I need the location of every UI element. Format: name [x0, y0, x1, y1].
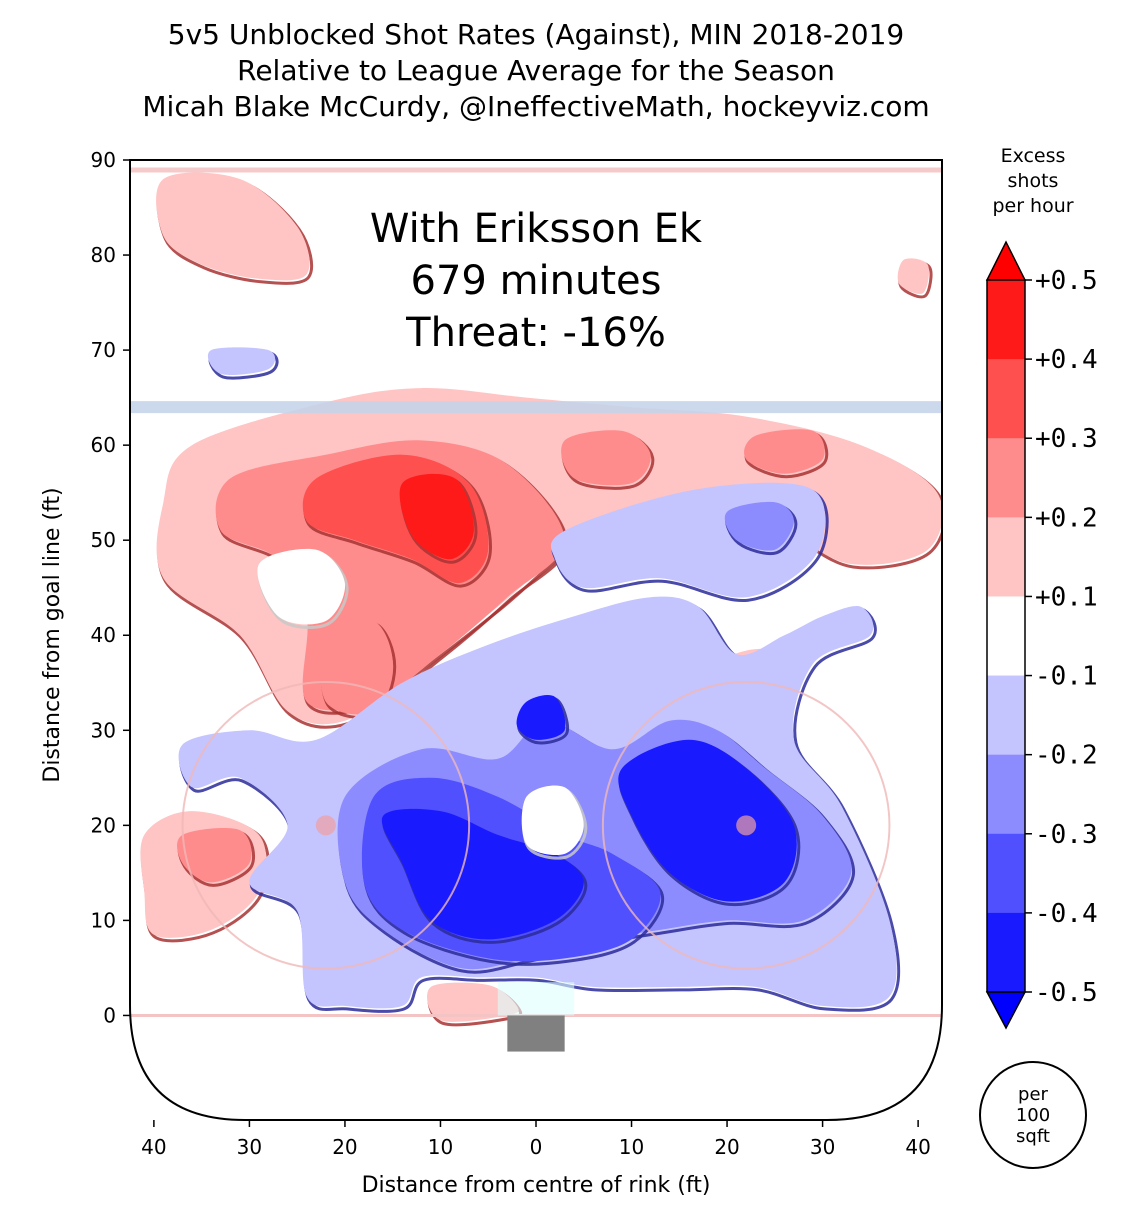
x-tick-label: 20 [332, 1135, 357, 1159]
x-axis-ticks: 40 30 20 10 0 10 20 30 40 [141, 1120, 931, 1159]
colorbar-title-line-2: shots [1008, 170, 1059, 192]
rink-lines [130, 167, 942, 1017]
rink-area [130, 160, 942, 1120]
goal-net [507, 1015, 565, 1052]
colorbar-band [987, 675, 1025, 756]
x-tick-label: 30 [237, 1135, 262, 1159]
annotation-minutes: 679 minutes [411, 258, 662, 304]
colorbar-tick-label: +0.3 [1035, 424, 1098, 454]
colorbar-tick-label: +0.5 [1035, 266, 1098, 296]
unit-label-100: 100 [1016, 1105, 1050, 1126]
x-tick-label: 20 [714, 1135, 739, 1159]
x-tick-label: 40 [905, 1135, 930, 1159]
heatmap-region [744, 429, 825, 474]
x-tick-label: 30 [810, 1135, 835, 1159]
y-tick-label: 70 [91, 338, 116, 362]
heatmap-region [381, 808, 584, 940]
blue-line [130, 401, 942, 414]
heatmap-region [156, 172, 310, 281]
colorbar-extend-top [985, 240, 1027, 281]
colorbar-tick-label: +0.1 [1035, 582, 1098, 612]
goal-crease [497, 982, 575, 1016]
y-tick-label: 80 [91, 243, 116, 267]
colorbar: +0.5 +0.4 +0.3 +0.2 +0.1 -0.1 -0.2 -0.3 -0.4 -0.5 [985, 240, 1098, 1030]
colorbar-tick-label: +0.4 [1035, 345, 1098, 375]
annotation-threat: Threat: -16% [405, 310, 666, 356]
heatmap-region [724, 501, 794, 551]
colorbar-band [987, 754, 1025, 835]
heatmap-region [897, 258, 929, 294]
rink-boards [129, 159, 943, 1121]
heatmap-region [207, 347, 276, 376]
chart-title: 5v5 Unblocked Shot Rates (Against), MIN … [168, 18, 904, 51]
colorbar-tick-label: -0.4 [1035, 899, 1098, 929]
colorbar-band [987, 359, 1025, 439]
heatmap-region [618, 739, 797, 902]
chart-credit: Micah Blake McCurdy, @IneffectiveMath, h… [142, 90, 929, 123]
colorbar-tick-label: -0.3 [1035, 820, 1098, 850]
colorbar-tick-label: -0.5 [1035, 978, 1098, 1008]
y-axis-ticks: 0 10 20 30 40 50 60 70 80 90 [91, 148, 130, 1027]
colorbar-frame [986, 279, 1026, 993]
y-axis-label: Distance from goal line (ft) [40, 487, 65, 782]
colorbar-band [987, 438, 1025, 518]
colorbar-band [987, 280, 1025, 360]
colorbar-band [987, 912, 1025, 993]
faceoff-dot [736, 815, 757, 836]
unit-label-per: per [1018, 1084, 1049, 1105]
colorbar-extend-bottom [985, 991, 1027, 1030]
colorbar-tick-label: -0.1 [1035, 662, 1098, 692]
colorbar-tick-label: -0.2 [1035, 741, 1098, 771]
y-tick-label: 50 [91, 528, 116, 552]
faceoff-dot [315, 815, 336, 836]
y-tick-label: 10 [91, 908, 116, 932]
x-tick-label: 0 [530, 1135, 543, 1159]
heatmap-region [399, 473, 474, 560]
colorbar-tick-label: +0.2 [1035, 503, 1098, 533]
x-axis-label: Distance from centre of rink (ft) [362, 1173, 711, 1198]
x-tick-label: 10 [619, 1135, 644, 1159]
heatmap-regions [140, 172, 942, 1027]
heatmap-region [427, 982, 519, 1022]
annotation-player: With Eriksson Ek [370, 206, 703, 252]
unit-label-sqft: sqft [1016, 1126, 1050, 1147]
heatmap-region [177, 827, 252, 883]
unit-circle [979, 1061, 1087, 1169]
y-tick-label: 40 [91, 623, 116, 647]
y-tick-label: 30 [91, 718, 116, 742]
y-tick-label: 60 [91, 433, 116, 457]
x-tick-label: 40 [141, 1135, 166, 1159]
y-tick-label: 0 [103, 1003, 116, 1027]
heatmap-region [516, 695, 566, 740]
heatmap-region [257, 548, 346, 625]
heatmap-region [561, 430, 651, 486]
y-tick-label: 20 [91, 813, 116, 837]
x-tick-label: 10 [428, 1135, 453, 1159]
colorbar-band [987, 596, 1025, 677]
y-tick-label: 90 [91, 148, 116, 172]
colorbar-band [987, 833, 1025, 914]
centre-red-line [130, 167, 942, 173]
faceoff-circle [601, 681, 891, 970]
colorbar-title-line-3: per hour [992, 195, 1073, 217]
colorbar-title-line-1: Excess [1001, 145, 1066, 167]
heatmap-region [521, 785, 584, 856]
colorbar-band [987, 517, 1025, 597]
faceoff-circle [181, 681, 471, 970]
chart-subtitle: Relative to League Average for the Seaso… [237, 54, 835, 87]
